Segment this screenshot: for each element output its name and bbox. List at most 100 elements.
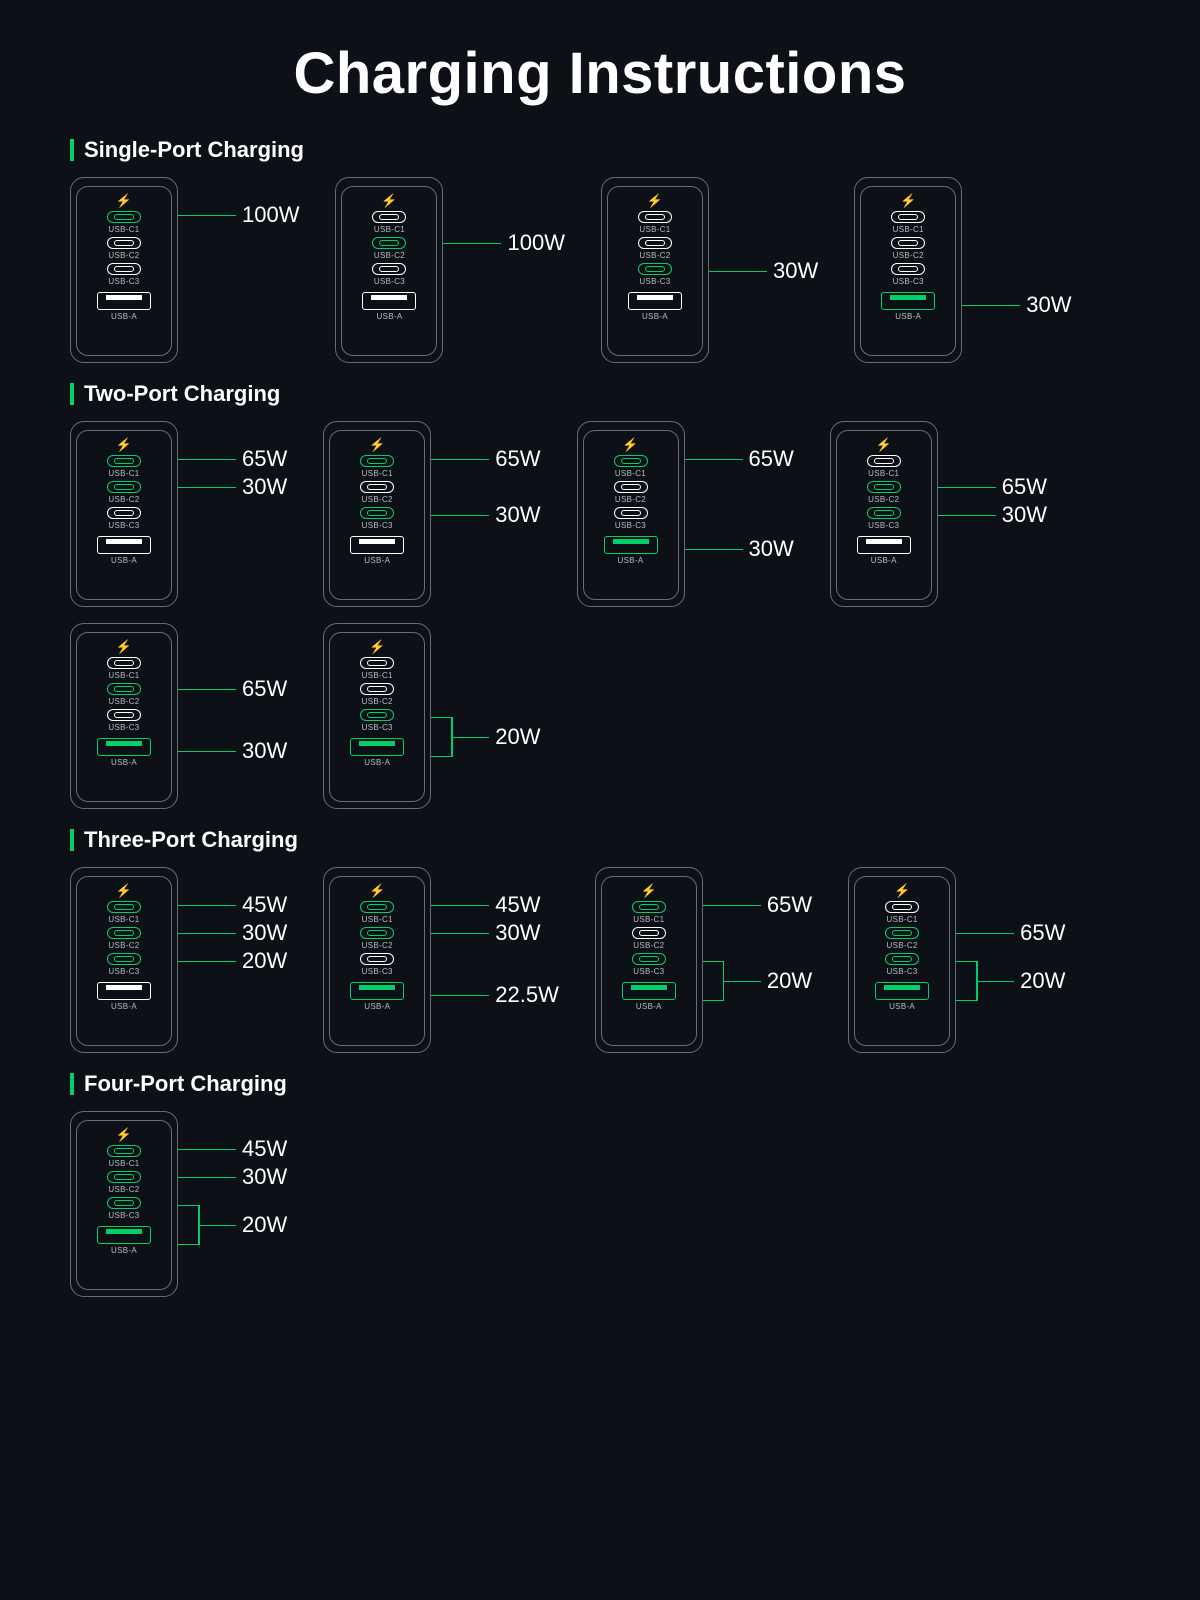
port-label: USB-A bbox=[111, 312, 137, 321]
lightning-icon: ⚡ bbox=[369, 639, 385, 655]
charger-unit: ⚡USB-C1USB-C2USB-C3USB-A20W bbox=[323, 623, 540, 809]
wire-line bbox=[431, 995, 489, 996]
wattage-callouts: 30W bbox=[962, 177, 1071, 319]
lightning-icon: ⚡ bbox=[894, 883, 910, 899]
usb-c-port bbox=[107, 927, 141, 939]
usb-c-port bbox=[107, 1197, 141, 1209]
charger-unit: ⚡USB-C1USB-C2USB-C3USB-A65W30W bbox=[70, 421, 287, 607]
wattage-callouts: 100W bbox=[178, 177, 299, 319]
lightning-icon: ⚡ bbox=[116, 193, 132, 209]
port-label: USB-C2 bbox=[362, 941, 393, 950]
wire-line bbox=[956, 933, 1014, 934]
wattage-callouts: 20W bbox=[431, 623, 540, 765]
charger-row: ⚡ USB-C1 USB-C2 USB-C3 USB-A 45W30W20W ⚡ USB-C1… bbox=[70, 867, 1130, 1053]
port-label: USB-C3 bbox=[108, 723, 139, 732]
wire-line bbox=[178, 961, 236, 962]
wattage-value: 20W bbox=[242, 948, 287, 974]
lightning-icon: ⚡ bbox=[116, 437, 132, 453]
lightning-icon: ⚡ bbox=[641, 883, 657, 899]
charger-unit: ⚡USB-C1USB-C2USB-C3USB-A65W20W bbox=[848, 867, 1065, 1053]
port-label: USB-C2 bbox=[108, 495, 139, 504]
port-label: USB-A bbox=[871, 556, 897, 565]
charger-unit: ⚡USB-C1USB-C2USB-C3USB-A 100W bbox=[335, 177, 564, 363]
charger: ⚡USB-C1USB-C2USB-C3USB-A bbox=[601, 177, 709, 363]
wire-line bbox=[938, 515, 996, 516]
usb-c-port bbox=[360, 709, 394, 721]
wattage-callouts: 30W bbox=[709, 177, 818, 319]
lightning-icon: ⚡ bbox=[876, 437, 892, 453]
wattage-value: 30W bbox=[242, 738, 287, 764]
usb-c-port bbox=[360, 657, 394, 669]
usb-c-port bbox=[360, 901, 394, 913]
usb-c-port bbox=[107, 901, 141, 913]
wattage-value: 65W bbox=[1020, 920, 1065, 946]
port-label: USB-C3 bbox=[615, 521, 646, 530]
usb-c-port bbox=[360, 927, 394, 939]
usb-a-port bbox=[97, 536, 151, 554]
charger: ⚡USB-C1USB-C2USB-C3USB-A bbox=[577, 421, 685, 607]
charger-row: ⚡USB-C1USB-C2USB-C3USB-A45W30W20W bbox=[70, 1111, 1130, 1297]
lightning-icon: ⚡ bbox=[900, 193, 916, 209]
usb-c-port bbox=[614, 507, 648, 519]
lightning-icon: ⚡ bbox=[647, 193, 663, 209]
charger: ⚡USB-C1USB-C2USB-C3USB-A bbox=[830, 421, 938, 607]
charger-unit: ⚡USB-C1USB-C2USB-C3USB-A65W30W bbox=[830, 421, 1047, 607]
usb-c-port bbox=[107, 237, 141, 249]
charger: ⚡USB-C1USB-C2USB-C3USB-A bbox=[848, 867, 956, 1053]
wattage-callouts: 45W30W20W bbox=[178, 867, 287, 1009]
wattage-callouts: 45W30W22.5W bbox=[431, 867, 559, 1009]
wire-joiner bbox=[956, 953, 1014, 1009]
usb-c-port bbox=[885, 927, 919, 939]
wattage-value: 30W bbox=[773, 258, 818, 284]
port-label: USB-C1 bbox=[108, 915, 139, 924]
port-label: USB-C2 bbox=[362, 697, 393, 706]
usb-c-port bbox=[372, 263, 406, 275]
charger-row: ⚡USB-C1USB-C2USB-C3USB-A100W⚡USB-C1USB-C… bbox=[70, 177, 1130, 363]
port-label: USB-C1 bbox=[108, 225, 139, 234]
port-label: USB-C2 bbox=[374, 251, 405, 260]
wire-line bbox=[431, 459, 489, 460]
charger-unit: ⚡USB-C1USB-C2USB-C3USB-A45W30W22.5W bbox=[323, 867, 559, 1053]
wattage-value: 65W bbox=[242, 676, 287, 702]
wire-line bbox=[178, 905, 236, 906]
wattage-callouts: 65W20W bbox=[956, 867, 1065, 1009]
port-label: USB-C3 bbox=[633, 967, 664, 976]
wattage-value: 100W bbox=[507, 230, 564, 256]
wattage-value: 65W bbox=[242, 446, 287, 472]
wire-line bbox=[178, 1177, 236, 1178]
port-label: USB-C1 bbox=[633, 915, 664, 924]
usb-c-port bbox=[360, 481, 394, 493]
port-label: USB-A bbox=[636, 1002, 662, 1011]
charger: ⚡USB-C1USB-C2USB-C3USB-A bbox=[70, 623, 178, 809]
wattage-value: 22.5W bbox=[495, 982, 559, 1008]
charger: ⚡USB-C1USB-C2USB-C3USB-A bbox=[70, 177, 178, 363]
usb-a-port bbox=[97, 738, 151, 756]
charger-unit: ⚡USB-C1USB-C2USB-C3USB-A45W30W20W bbox=[70, 867, 287, 1053]
port-label: USB-C2 bbox=[108, 941, 139, 950]
wire-line bbox=[685, 549, 743, 550]
charger-unit: ⚡USB-C1USB-C2USB-C3USB-A65W30W bbox=[577, 421, 794, 607]
port-label: USB-C1 bbox=[362, 915, 393, 924]
lightning-icon: ⚡ bbox=[116, 1127, 132, 1143]
port-label: USB-A bbox=[889, 1002, 915, 1011]
usb-c-port bbox=[885, 953, 919, 965]
usb-a-port bbox=[97, 1226, 151, 1244]
wattage-value: 20W bbox=[767, 968, 812, 994]
charger: ⚡USB-C1USB-C2USB-C3USB-A bbox=[335, 177, 443, 363]
usb-c-port bbox=[107, 263, 141, 275]
wattage-value: 30W bbox=[749, 536, 794, 562]
port-label: USB-C3 bbox=[887, 967, 918, 976]
wire-line bbox=[178, 933, 236, 934]
usb-c-port bbox=[614, 481, 648, 493]
port-label: USB-C1 bbox=[362, 671, 393, 680]
charger-unit: ⚡USB-C1USB-C2USB-C3USB-A65W20W bbox=[595, 867, 812, 1053]
lightning-icon: ⚡ bbox=[381, 193, 397, 209]
section-title: Three-Port Charging bbox=[70, 827, 1130, 853]
usb-c-port bbox=[891, 263, 925, 275]
usb-c-port bbox=[372, 237, 406, 249]
wire-line bbox=[962, 305, 1020, 306]
usb-c-port bbox=[107, 657, 141, 669]
wattage-callouts: 65W30W bbox=[685, 421, 794, 563]
wattage-value: 100W bbox=[242, 202, 299, 228]
usb-a-port bbox=[857, 536, 911, 554]
